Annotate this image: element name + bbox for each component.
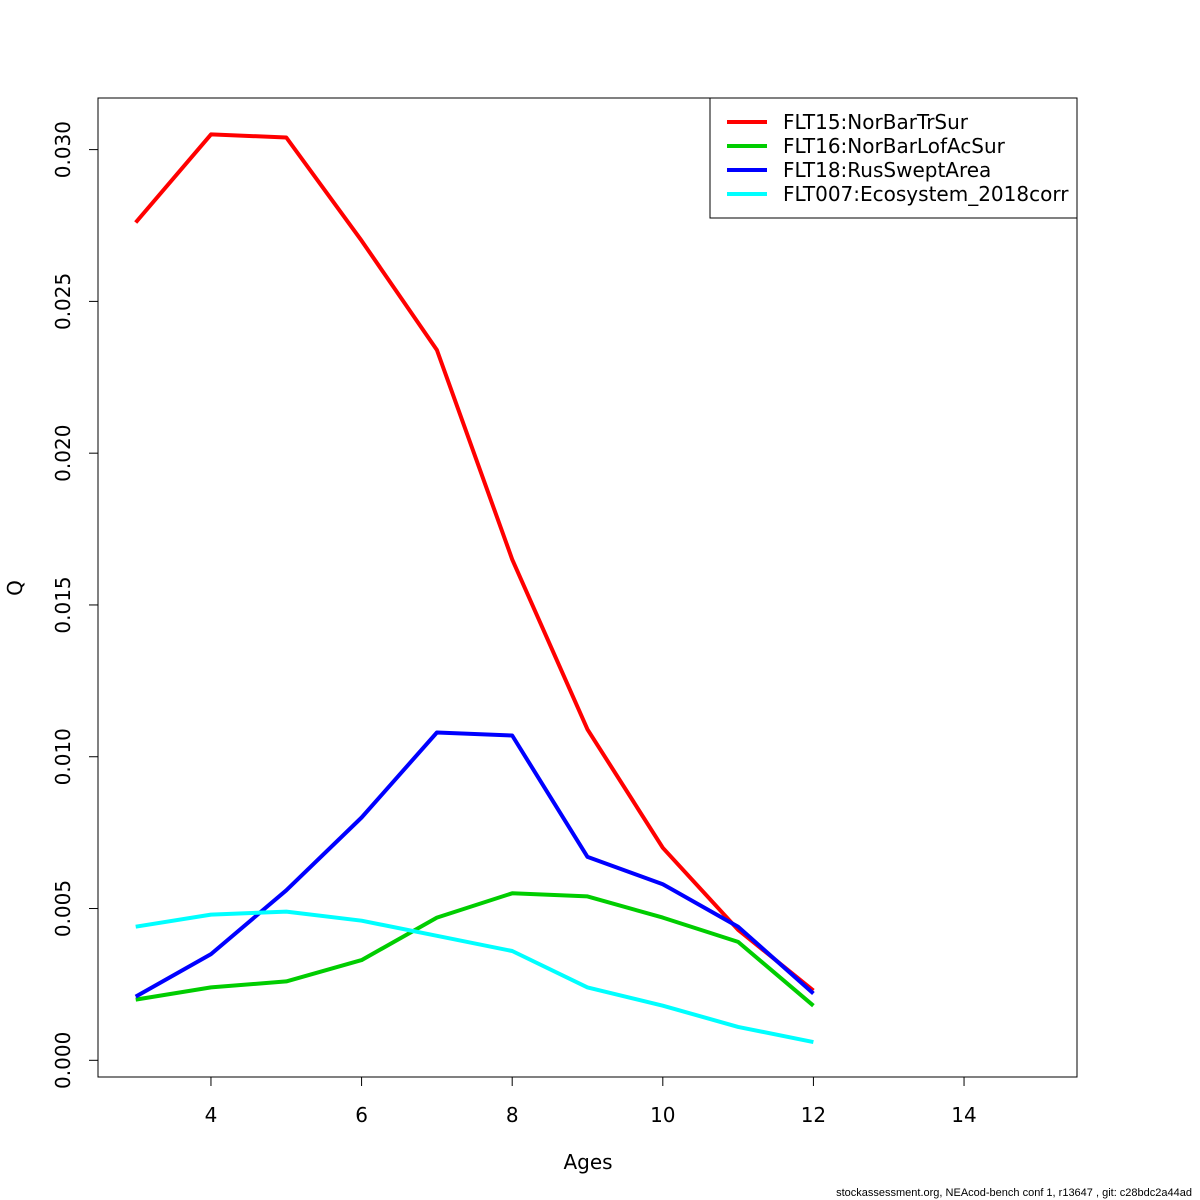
legend-label-4: FLT007:Ecosystem_2018corr (783, 182, 1069, 206)
y-tick-label: 0.020 (51, 425, 75, 482)
x-tick-label: 6 (355, 1103, 368, 1127)
x-tick-label: 8 (506, 1103, 519, 1127)
series-line-2 (135, 891, 815, 1008)
y-tick-label: 0.025 (51, 273, 75, 330)
y-tick-label: 0.000 (51, 1032, 75, 1089)
plot-frame (97, 97, 1078, 1078)
series-lines (134, 132, 815, 1045)
x-tick-label: 4 (205, 1103, 218, 1127)
y-axis: 0.000 0.005 0.010 0.015 0.020 0.025 0.030 (51, 121, 98, 1089)
legend: FLT15:NorBarTrSurFLT16:NorBarLofAcSurFLT… (709, 97, 1078, 219)
x-tick-label: 10 (650, 1103, 675, 1127)
legend-label-3: FLT18:RusSweptArea (783, 158, 991, 182)
y-axis-title: Q (3, 580, 27, 596)
y-tick-label: 0.015 (51, 576, 75, 633)
x-tick-label: 14 (951, 1103, 976, 1127)
legend-label-1: FLT15:NorBarTrSur (783, 110, 969, 134)
footer-credit: stockassessment.org, NEAcod-bench conf 1… (836, 1187, 1192, 1199)
x-tick-label: 12 (801, 1103, 826, 1127)
series-line-3 (134, 730, 815, 999)
series-line-1 (134, 132, 815, 993)
y-tick-label: 0.030 (51, 121, 75, 178)
series-line-4 (135, 909, 814, 1045)
y-tick-label: 0.010 (51, 728, 75, 785)
legend-label-2: FLT16:NorBarLofAcSur (783, 134, 1006, 158)
x-axis: 4 6 8 10 12 14 (205, 1077, 977, 1127)
x-axis-title: Ages (563, 1150, 612, 1174)
legend-box (709, 97, 1078, 219)
y-tick-label: 0.005 (51, 880, 75, 937)
